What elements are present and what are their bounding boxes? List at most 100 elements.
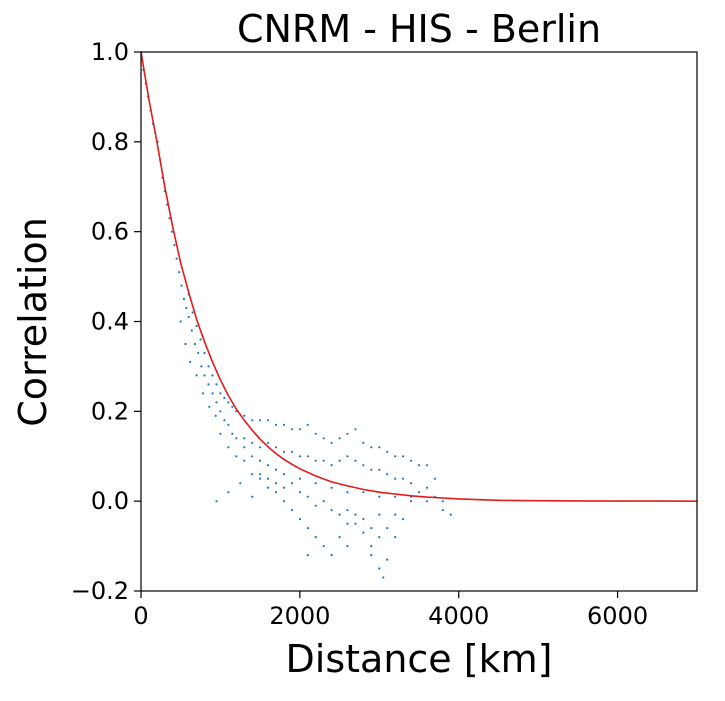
scatter-point [235,455,238,458]
scatter-point [330,441,333,444]
scatter-point [298,491,301,494]
scatter-point [322,459,325,462]
scatter-point [259,473,262,476]
scatter-point [346,509,349,512]
scatter-point [370,554,373,557]
scatter-point [410,459,413,462]
scatter-point [191,311,194,314]
scatter-point [425,500,428,503]
scatter-point [378,567,381,570]
scatter-point [382,576,385,579]
scatter-point [314,504,317,507]
scatter-point [314,482,317,485]
y-axis-label: Correlation [11,217,55,427]
scatter-point [282,473,286,476]
scatter-point [259,477,262,480]
scatter-point [243,414,246,417]
scatter-point [441,509,444,512]
scatter-point [306,527,309,530]
scatter-point [170,230,174,233]
scatter-point [193,342,197,346]
scatter-point [314,536,317,539]
x-axis-label: Distance [km] [286,637,553,681]
scatter-point [370,446,373,449]
scatter-point [354,513,357,516]
scatter-point [322,437,325,440]
scatter-point [410,500,413,503]
scatter-point [378,446,381,449]
scatter-point [189,360,192,363]
fit-line-series [140,51,698,502]
scatter-point [425,464,428,467]
scatter-point [394,495,397,498]
scatter-point [441,500,444,503]
scatter-point [219,392,222,395]
y-tick-label: 0.2 [91,397,129,425]
scatter-point [394,477,397,480]
scatter-point [259,419,262,422]
scatter-point [378,513,381,516]
scatter-point [354,428,357,431]
x-tick-label: 0 [133,602,148,630]
scatter-point [259,446,262,449]
scatter-point [178,271,181,274]
y-tick-label: 0.6 [91,218,129,246]
y-tick-label: 1.0 [91,38,129,66]
scatter-point [195,324,198,328]
scatter-point [330,464,333,467]
scatter-point [402,477,405,480]
plot-area [141,52,697,591]
scatter-point [219,410,222,413]
fit-line [140,51,698,502]
scatter-point [207,383,210,386]
scatter-point [322,500,325,503]
plot-frame [140,51,698,592]
scatter-point [433,477,436,480]
x-tick-label: 4000 [428,602,489,630]
scatter-point [282,450,286,453]
scatter-point [298,428,301,431]
scatter-point [199,338,202,341]
scatter-point [417,491,421,494]
scatter-point [227,446,230,449]
scatter-point [274,468,278,471]
scatter-point [402,518,405,521]
scatter-point [267,464,270,467]
scatter-point [190,329,193,332]
scatter-point [298,518,301,521]
scatter-point [314,459,317,462]
axis-ticks: 0 2000 4000 6000 −0.2 0.0 0.2 0.4 0.6 0.8 1.0 [71,38,648,630]
scatter-point [187,315,190,319]
scatter-point [338,437,341,440]
scatter-point [330,509,333,512]
scatter-point [180,284,183,287]
scatter-point [282,486,286,489]
scatter-point [223,419,226,422]
scatter-point [274,446,278,449]
scatter-point [346,455,349,458]
scatter-point [243,437,246,440]
scatter-point [282,423,286,426]
scatter-point [394,513,397,516]
scatter-point [184,342,187,346]
scatter-point [370,527,373,530]
scatter-point [173,244,176,247]
scatter-point [207,365,210,368]
scatter-point [330,486,333,489]
scatter-point [214,414,217,417]
x-tick-label: 6000 [587,602,648,630]
scatter-point [235,437,238,440]
scatter-point [267,419,270,422]
scatter-point [370,545,373,548]
y-tick-label: 0.4 [91,308,129,336]
scatter-point [267,441,270,444]
scatter-point [290,509,293,512]
scatter-point [370,468,373,471]
scatter-point [251,419,254,422]
scatter-point [298,455,301,458]
scatter-point [251,441,254,444]
scatter-point [179,320,182,323]
scatter-point [182,297,185,301]
scatter-point [394,536,397,539]
